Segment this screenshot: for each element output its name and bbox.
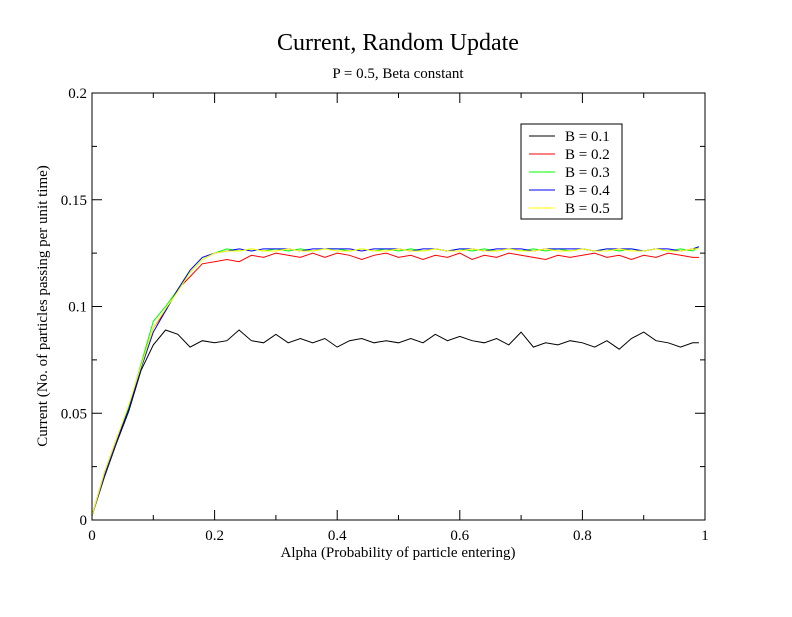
series-group xyxy=(91,246,700,516)
series-line-5 xyxy=(91,248,699,516)
x-tick-label: 0.4 xyxy=(328,528,347,544)
x-tick-label: 0.2 xyxy=(205,528,224,544)
legend-label-3: B = 0.3 xyxy=(565,165,610,181)
series-line-2 xyxy=(91,252,699,516)
chart-subtitle: P = 0.5, Beta constant xyxy=(332,66,464,82)
legend: B = 0.1 B = 0.2 B = 0.3 B = 0.4 B = 0.5 xyxy=(520,123,623,220)
legend-label-5: B = 0.5 xyxy=(565,201,610,217)
x-tick-label: 0.8 xyxy=(573,528,592,544)
x-tick-label: 0.6 xyxy=(450,528,469,544)
x-axis-label: Alpha (Probability of particle entering) xyxy=(281,545,516,561)
y-tick-label: 0.2 xyxy=(68,86,87,102)
series-line-1 xyxy=(91,329,699,516)
y-tick-label: 0.1 xyxy=(68,300,87,316)
y-axis-label: Current (No. of particles passing per un… xyxy=(35,165,51,447)
y-tick-label: 0.15 xyxy=(61,193,87,209)
x-tick-label: 0 xyxy=(88,528,96,544)
chart-title: Current, Random Update xyxy=(277,30,519,56)
y-tick-label: 0 xyxy=(80,513,88,529)
legend-label-1: B = 0.1 xyxy=(565,129,610,145)
legend-label-2: B = 0.2 xyxy=(565,147,610,163)
axes-group: 0 0.2 0.4 0.6 0.8 1 0 0.05 0.1 0.15 0.2 xyxy=(61,86,709,544)
x-tick-label: 1 xyxy=(701,528,709,544)
legend-label-4: B = 0.4 xyxy=(565,183,610,199)
y-tick-label: 0.05 xyxy=(61,406,87,422)
